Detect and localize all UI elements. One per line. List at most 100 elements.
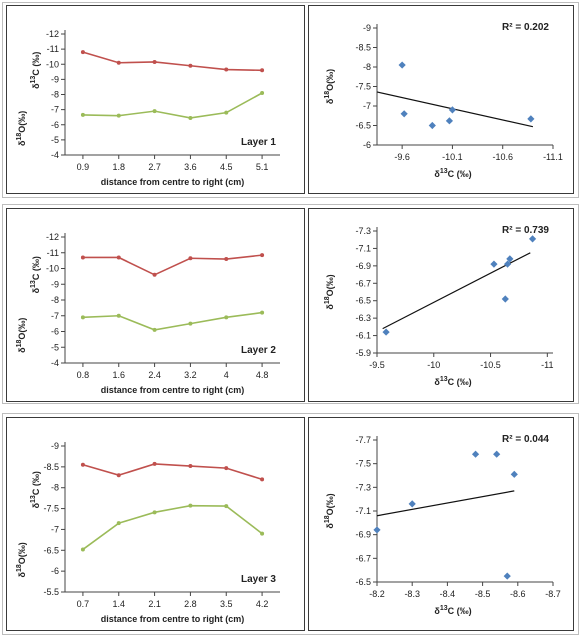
y-tick-label: -8 bbox=[363, 62, 371, 72]
scatter-point bbox=[373, 526, 381, 534]
x-axis-label: distance from centre to right (cm) bbox=[101, 385, 245, 395]
y-axis-label-d13c: δ13C (‰) bbox=[30, 471, 41, 508]
x-axis-label: distance from centre to right (cm) bbox=[101, 177, 245, 187]
y-tick-label: -8 bbox=[51, 90, 59, 100]
r-squared-label: R² = 0.202 bbox=[502, 22, 549, 33]
y-tick-label: -6.1 bbox=[355, 331, 371, 341]
y-tick-label: -7.5 bbox=[355, 459, 371, 469]
scatter-point bbox=[528, 235, 537, 243]
d18o-point bbox=[224, 110, 229, 115]
d18o-point bbox=[152, 109, 157, 114]
d13c-point bbox=[260, 68, 265, 73]
y-tick-label: -6 bbox=[51, 566, 59, 576]
x-tick-label: -9.6 bbox=[394, 152, 410, 162]
trend-line bbox=[376, 490, 515, 517]
layer2-profile-panel: -4 -5 -6 -7 -8 -9 -10 -11 -12 0.8 1.6 2.4 3.2 4 4.8 dis… bbox=[6, 208, 305, 402]
d13c-point bbox=[116, 473, 121, 478]
y-tick-label: -9 bbox=[51, 74, 59, 84]
y-tick-label: -5.9 bbox=[355, 348, 371, 358]
layer-label: Layer 1 bbox=[241, 137, 276, 148]
y-tick-label: -6.5 bbox=[355, 577, 371, 587]
y-tick-label: -6.5 bbox=[355, 121, 371, 131]
d13c-point bbox=[116, 255, 121, 260]
layer2-scatter-panel: -5.9 -6.1 -6.3 -6.5 -6.7 -6.9 -7.1 -7.3 -9.5 -10 -… bbox=[308, 208, 574, 402]
x-tick-label: -8.6 bbox=[510, 589, 526, 599]
y-tick-label: -12 bbox=[46, 232, 59, 242]
y-tick-label: -10 bbox=[46, 264, 59, 274]
figure-frame-2 bbox=[2, 204, 579, 404]
y-tick-label: -7 bbox=[51, 105, 59, 115]
x-tick-label: 1.6 bbox=[112, 370, 125, 380]
y-tick-label: -7 bbox=[51, 524, 59, 534]
y-tick-label: -8 bbox=[51, 295, 59, 305]
y-tick-label: -6.9 bbox=[355, 530, 371, 540]
y-tick-label: -10 bbox=[46, 59, 59, 69]
scatter-point bbox=[382, 328, 390, 336]
d13c-point bbox=[260, 253, 265, 258]
y-tick-label: -5.5 bbox=[43, 587, 59, 597]
y-tick-label: -7.3 bbox=[355, 482, 371, 492]
d18o-series-line bbox=[82, 92, 263, 119]
y-tick-label: -7.7 bbox=[355, 435, 371, 445]
x-tick-label: 4.5 bbox=[220, 162, 233, 172]
d18o-point bbox=[152, 510, 157, 515]
y-tick-label: -7.3 bbox=[355, 226, 371, 236]
x-tick-label: 4.8 bbox=[256, 370, 269, 380]
y-tick-label: -6 bbox=[51, 327, 59, 337]
x-tick-label: -10.6 bbox=[492, 152, 513, 162]
y-tick-label: -6.9 bbox=[355, 261, 371, 271]
layer-label: Layer 3 bbox=[241, 574, 276, 585]
x-tick-label: -8.4 bbox=[440, 589, 456, 599]
layer3-profile-panel: -5.5 -6 -6.5 -7 -7.5 -8 -8.5 -9 0.7 1.4 2.1 2.8 3.5 4… bbox=[6, 417, 305, 631]
x-tick-label: 4.2 bbox=[256, 599, 269, 609]
x-axis-label: δ13C (‰) bbox=[434, 376, 471, 387]
layer2-scatter-svg: -5.9 -6.1 -6.3 -6.5 -6.7 -6.9 -7.1 -7.3 -9.5 -10 -… bbox=[324, 225, 553, 387]
d18o-point bbox=[188, 503, 193, 508]
scatter-point bbox=[400, 110, 408, 118]
scatter-point bbox=[501, 295, 509, 303]
y-axis-label: δ18O(‰) bbox=[324, 493, 335, 528]
scatter-point bbox=[445, 117, 454, 125]
x-tick-label: -10.5 bbox=[480, 360, 501, 370]
d13c-point bbox=[80, 462, 85, 467]
y-tick-label: -11 bbox=[47, 248, 59, 258]
x-tick-label: -10 bbox=[427, 360, 440, 370]
x-tick-label: -10.1 bbox=[442, 152, 463, 162]
d13c-point bbox=[224, 466, 229, 471]
scatter-point bbox=[471, 450, 480, 458]
y-tick-label: -6.7 bbox=[355, 278, 371, 288]
y-tick-label: -6.5 bbox=[355, 296, 371, 306]
d18o-point bbox=[116, 521, 121, 526]
x-tick-label: -8.5 bbox=[475, 589, 491, 599]
y-tick-label: -7 bbox=[51, 311, 59, 321]
d18o-point bbox=[80, 112, 85, 117]
layer1-profile-svg: -4 -5 -6 -7 -8 -9 -10 -11 -12 0.9 1.8 2.7 3.6 4.5 5.1 d… bbox=[16, 29, 280, 187]
y-tick-label: -4 bbox=[51, 150, 59, 160]
r-squared-label: R² = 0.739 bbox=[502, 225, 549, 236]
layer3-scatter-panel: -6.5 -6.7 -6.9 -7.1 -7.3 -7.5 -7.7 -8.2 -8.3 -8.4… bbox=[308, 417, 574, 631]
d13c-series-line bbox=[82, 463, 263, 481]
scatter-point bbox=[493, 450, 501, 458]
scatter-point bbox=[510, 470, 518, 478]
r-squared-label: R² = 0.044 bbox=[502, 434, 549, 445]
x-tick-label: -8.2 bbox=[369, 589, 385, 599]
d18o-point bbox=[116, 113, 121, 118]
d13c-point bbox=[188, 63, 193, 68]
y-tick-label: -8.5 bbox=[43, 462, 59, 472]
x-tick-label: 1.8 bbox=[112, 162, 125, 172]
d13c-point bbox=[80, 50, 85, 55]
x-tick-label: -8.3 bbox=[404, 589, 420, 599]
x-tick-label: -11 bbox=[541, 360, 553, 370]
d18o-point bbox=[152, 327, 157, 332]
d13c-point bbox=[116, 60, 121, 65]
y-tick-label: -6 bbox=[51, 120, 59, 130]
x-tick-label: 2.4 bbox=[148, 370, 161, 380]
d13c-series-line bbox=[82, 51, 263, 72]
y-axis-label-d13c: δ13C (‰) bbox=[30, 256, 41, 293]
figure-frame-3 bbox=[2, 413, 579, 635]
y-axis-label-d18o: δ18O(‰) bbox=[16, 111, 27, 146]
y-tick-label: -6.3 bbox=[355, 313, 371, 323]
x-tick-label: 2.8 bbox=[184, 599, 197, 609]
scatter-point bbox=[490, 260, 498, 268]
y-tick-label: -9 bbox=[51, 279, 59, 289]
